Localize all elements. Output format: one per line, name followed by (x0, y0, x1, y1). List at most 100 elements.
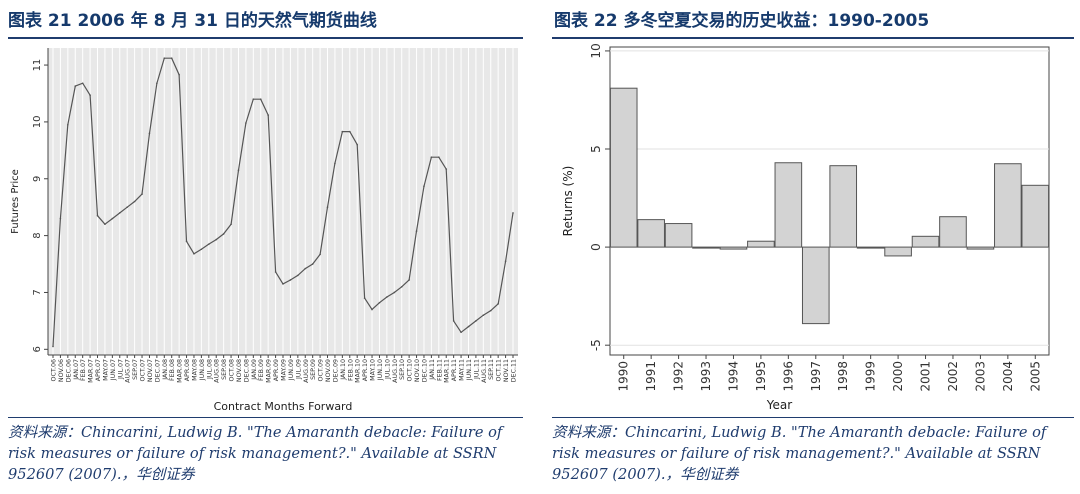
x-tick-label: MAR.10 (355, 359, 362, 383)
data-point (289, 279, 292, 281)
x-tick-label: AUG.08 (214, 359, 221, 383)
data-point (512, 212, 514, 214)
returns-bar-chart: -5 0 5 10 1990 1991 1992 1993 1994 1995 1996 1997 19… (561, 43, 1050, 412)
x-tick-label: DEC.08 (243, 359, 250, 382)
bar-1991 (637, 219, 665, 248)
x-tick-label: NOV.08 (236, 359, 243, 382)
data-point (163, 57, 166, 60)
chart-22-source: 资料来源：Chincarini, Ludwig B. "The Amaranth… (552, 424, 1047, 483)
data-point (282, 283, 284, 285)
data-point (252, 98, 255, 100)
y-tick-label: 8 (32, 232, 43, 238)
x-tick-label: 1999 (864, 361, 878, 392)
bar-2005 (1021, 184, 1050, 248)
bar-1997 (801, 246, 830, 325)
source-divider (552, 417, 1074, 418)
bar-2004 (994, 163, 1022, 248)
x-tick-label: JAN.07 (73, 359, 80, 381)
data-point (430, 156, 433, 158)
x-tick-label: FEB.07 (80, 359, 87, 381)
x-tick-label: OCT.08 (229, 359, 236, 381)
data-point (215, 238, 218, 241)
data-point (341, 130, 344, 133)
x-tick-label: FEB.11 (436, 359, 443, 381)
x-tick-label: MAR.07 (88, 359, 95, 383)
data-point (489, 309, 492, 312)
chart-22-title: 图表 22 多冬空夏交易的历史收益：1990-2005 (554, 11, 930, 31)
x-tick-label: JUL.08 (206, 359, 213, 380)
data-point (393, 291, 396, 294)
data-point (445, 168, 448, 170)
y-axis-label: Returns (%) (561, 166, 575, 237)
y-tick-label: 0 (589, 243, 603, 251)
data-point (245, 122, 247, 124)
x-tick-label: APR.11 (451, 359, 458, 381)
data-point (423, 185, 425, 187)
x-tick-label: OCT.11 (496, 359, 503, 381)
y-tick-label: 10 (32, 116, 43, 129)
x-tick-label: MAR.11 (444, 359, 451, 383)
bar-2000 (884, 246, 912, 257)
y-tick-label: 10 (589, 43, 603, 58)
x-tick-label: JAN.10 (340, 359, 347, 381)
data-point (81, 82, 84, 85)
x-tick-label: SEP.07 (132, 359, 139, 380)
title-divider (552, 37, 1074, 39)
x-tick-label: APR.09 (273, 359, 280, 381)
data-point (356, 143, 358, 146)
x-tick-label: FEB.08 (169, 359, 176, 381)
data-point (52, 345, 54, 348)
y-tick-label: 11 (32, 59, 43, 72)
bar-2001 (911, 235, 940, 248)
x-tick-label: MAY.10 (370, 359, 377, 381)
x-tick-label: DEC.11 (511, 359, 518, 382)
y-tick-label: 7 (32, 289, 43, 295)
data-point (222, 233, 225, 235)
x-tick-label: 2004 (1001, 361, 1015, 392)
data-point (438, 156, 440, 158)
y-tick-label: 9 (32, 176, 43, 182)
bar-1990 (609, 87, 638, 248)
data-point (208, 243, 210, 245)
x-tick-label: AUG.07 (125, 359, 132, 383)
data-point (467, 325, 470, 328)
data-point (304, 267, 307, 270)
data-point (200, 248, 203, 251)
x-tick-label: JUL.07 (117, 359, 124, 380)
x-tick-label: APR.07 (95, 359, 102, 381)
x-tick-label: AUG.10 (392, 359, 399, 383)
data-point (371, 308, 373, 311)
x-tick-label: DEC.07 (154, 359, 161, 382)
x-tick-label: 1997 (809, 361, 823, 392)
x-tick-label: SEP.09 (310, 359, 317, 380)
x-tick-label: SEP.10 (399, 359, 406, 380)
x-tick-label: MAY.11 (459, 359, 466, 381)
x-tick-label: MAY.07 (102, 359, 109, 381)
data-point (104, 223, 106, 226)
data-point (497, 303, 499, 305)
data-point (475, 320, 477, 322)
data-point (378, 301, 381, 304)
data-point (386, 296, 388, 298)
data-point (267, 114, 269, 116)
x-tick-label: 2002 (946, 361, 960, 392)
x-tick-label: JAN.09 (251, 359, 258, 381)
data-point (230, 223, 232, 226)
data-point (170, 57, 173, 60)
chart-21-title: 图表 21 2006 年 8 月 31 日的天然气期货曲线 (8, 11, 377, 31)
data-point (148, 132, 151, 135)
bar-1995 (747, 240, 775, 248)
data-point (96, 214, 99, 217)
data-point (89, 94, 91, 96)
bar-1994 (719, 246, 748, 250)
x-tick-label: APR.10 (362, 359, 369, 381)
y-tick-label: -5 (589, 339, 603, 351)
x-tick-label: 1993 (699, 361, 713, 392)
x-tick-label: FEB.09 (258, 359, 265, 381)
x-tick-label: APR.08 (184, 359, 191, 381)
data-point (259, 98, 262, 100)
x-tick-label: NOV.11 (503, 359, 510, 382)
x-tick-label: MAY.08 (191, 359, 198, 381)
x-tick-label: 1994 (726, 361, 740, 392)
data-point (482, 314, 485, 317)
